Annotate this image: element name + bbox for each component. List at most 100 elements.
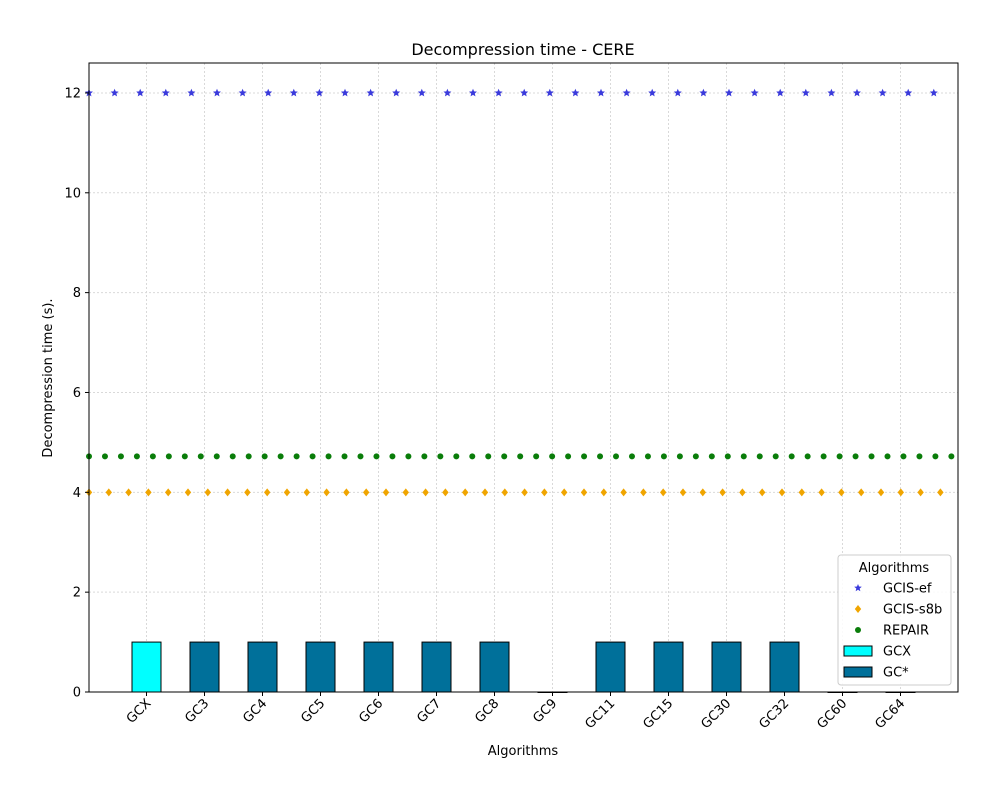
data-point <box>571 88 580 97</box>
data-point <box>501 488 508 497</box>
legend-entry-gcx: GCX <box>843 645 911 660</box>
data-point <box>357 453 364 460</box>
data-point <box>858 488 865 497</box>
data-point <box>289 88 298 97</box>
data-point <box>580 488 588 497</box>
data-point <box>628 453 635 460</box>
legend-bar-swatch <box>843 666 873 678</box>
x-tick-label: GC8 <box>472 696 502 726</box>
data-point <box>373 453 380 460</box>
data-point <box>145 488 152 497</box>
x-axis-label: Algorithms <box>488 744 559 759</box>
bar-gc5 <box>305 641 336 693</box>
data-point <box>244 488 251 497</box>
data-point <box>197 453 204 460</box>
data-point <box>740 453 747 460</box>
data-point <box>917 488 924 497</box>
data-point <box>165 488 172 497</box>
data-point <box>620 488 627 497</box>
data-point <box>820 453 827 460</box>
data-point <box>382 488 390 497</box>
data-point <box>904 88 913 97</box>
bar-gcx <box>131 641 162 693</box>
data-point <box>897 488 904 497</box>
data-point <box>673 88 682 97</box>
x-tick-label: GC15 <box>640 696 676 732</box>
data-point <box>517 453 524 460</box>
data-point <box>224 488 231 497</box>
data-point <box>149 453 156 460</box>
data-point <box>756 453 763 460</box>
data-point <box>699 488 706 497</box>
data-point <box>852 453 859 460</box>
data-point <box>708 453 715 460</box>
data-point <box>110 88 119 97</box>
x-tick-label: GCX <box>124 696 155 727</box>
bar-gc4 <box>247 641 278 693</box>
data-point <box>315 88 324 97</box>
data-point <box>204 488 211 497</box>
legend-label: GCIS-ef <box>883 582 932 597</box>
data-point <box>545 88 554 97</box>
bar-gc8 <box>479 641 510 693</box>
data-point <box>521 488 528 497</box>
data-point <box>101 453 108 460</box>
data-point <box>692 453 699 460</box>
data-point <box>293 453 300 460</box>
data-point <box>520 88 529 97</box>
y-tick-label: 12 <box>64 86 81 101</box>
data-point <box>878 88 887 97</box>
data-point <box>804 453 811 460</box>
y-tick-label: 4 <box>73 486 81 501</box>
data-point <box>402 488 409 497</box>
data-point <box>948 453 955 460</box>
data-point <box>660 453 667 460</box>
data-point <box>133 453 140 460</box>
legend-bar-swatch <box>843 645 873 657</box>
data-point <box>798 488 805 497</box>
data-point <box>283 488 291 497</box>
data-point <box>422 488 429 497</box>
series-gcis-ef <box>85 88 938 97</box>
data-point <box>264 488 271 497</box>
data-point <box>613 453 620 460</box>
data-point <box>719 488 726 497</box>
series-gcis-s8b <box>85 488 944 497</box>
data-point <box>778 488 786 497</box>
data-point <box>916 453 923 460</box>
data-point <box>725 88 733 97</box>
bar-gc7 <box>421 641 452 693</box>
legend-title: Algorithms <box>859 561 930 576</box>
x-tick-label: GC9 <box>530 696 560 726</box>
data-point <box>877 488 885 497</box>
data-point <box>533 453 540 460</box>
data-point <box>494 88 503 97</box>
data-point <box>644 453 651 460</box>
bar-gc32 <box>769 641 800 693</box>
legend-diamond-swatch <box>854 605 862 613</box>
data-point <box>679 488 687 497</box>
data-point <box>437 453 444 460</box>
data-point <box>421 453 428 460</box>
data-point <box>838 488 845 497</box>
data-point <box>932 453 939 460</box>
data-point <box>213 453 220 460</box>
data-point <box>309 453 316 460</box>
legend-label: GCX <box>883 645 911 660</box>
data-point <box>622 88 631 97</box>
data-point <box>187 88 196 97</box>
x-tick-label: GC6 <box>356 696 386 726</box>
data-point <box>462 488 469 497</box>
data-point <box>929 88 938 97</box>
legend-entry-gcis-ef: GCIS-ef <box>854 582 932 597</box>
data-point <box>125 488 132 497</box>
data-point <box>884 453 891 460</box>
data-point <box>392 88 401 97</box>
data-point <box>597 453 604 460</box>
legend: Algorithms GCIS-ef GCIS-s8b REPAIR GCX GC* <box>837 554 952 686</box>
data-point <box>648 88 657 97</box>
data-point <box>818 488 825 497</box>
data-point <box>549 453 556 460</box>
chart-title: Decompression time - CERE <box>411 40 634 59</box>
data-point <box>501 453 508 460</box>
